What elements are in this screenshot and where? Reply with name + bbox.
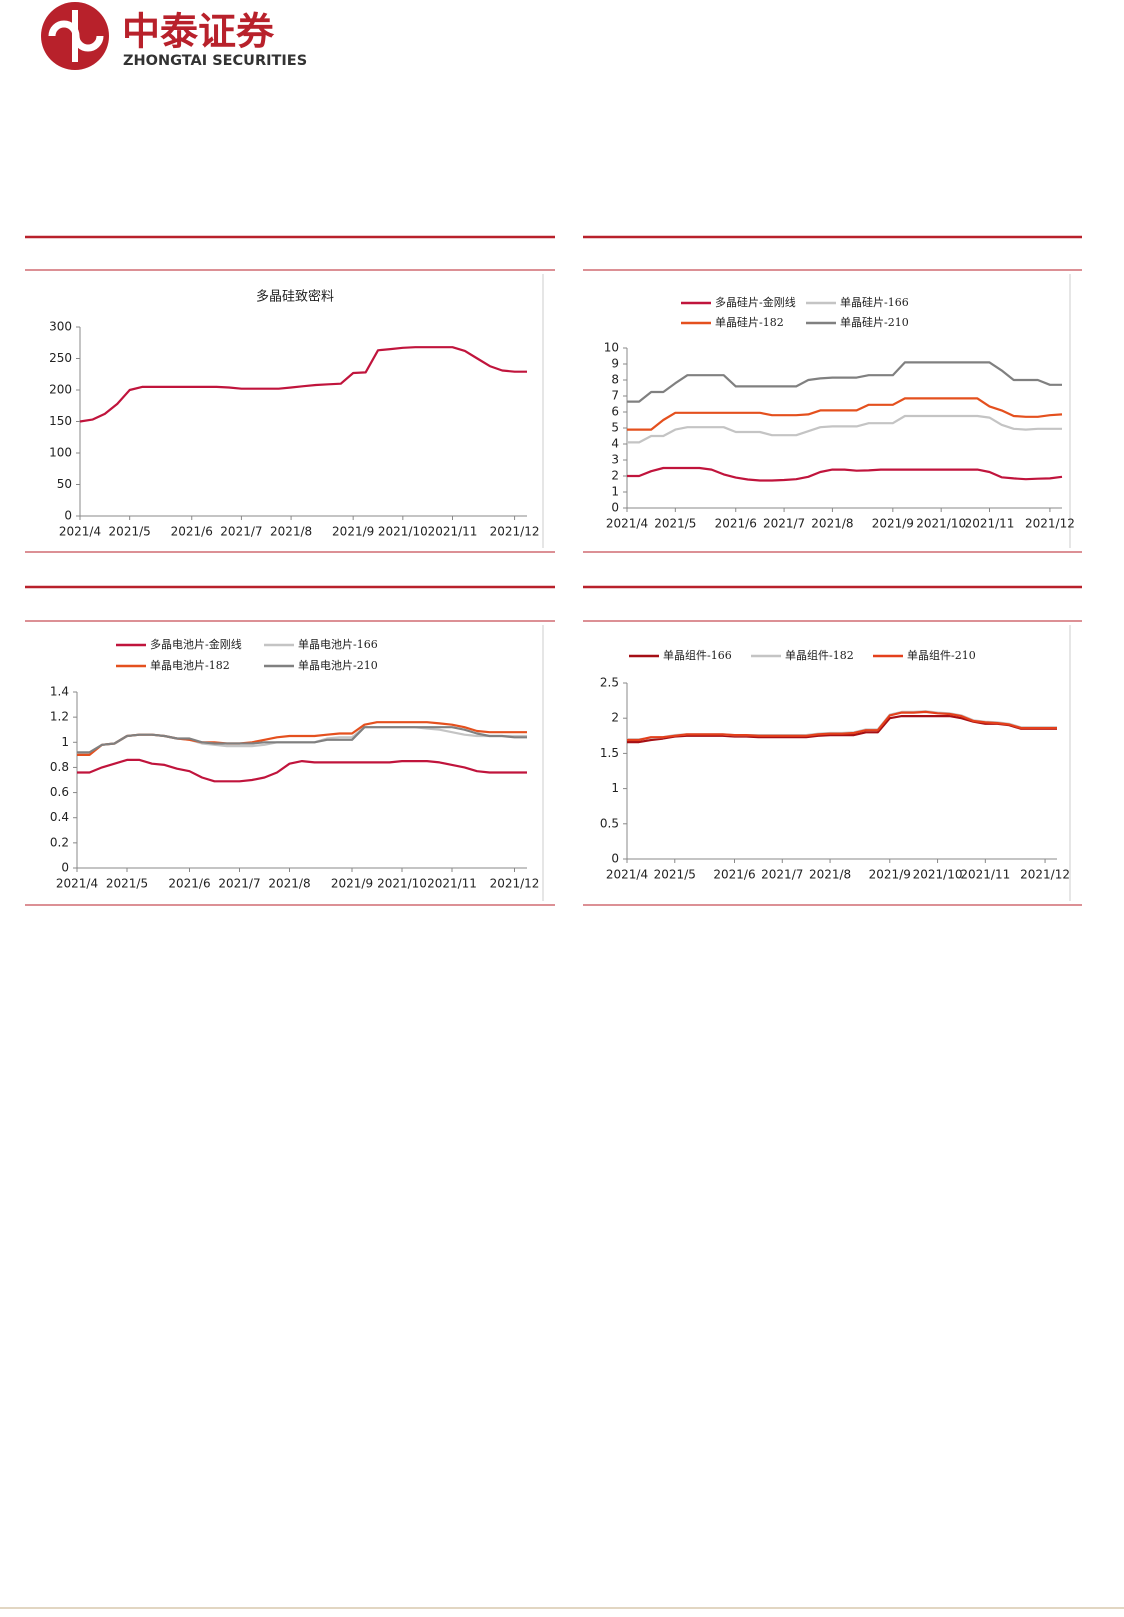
legend-label: 单晶硅片-166: [840, 296, 909, 309]
x-tick-label: 2021/12: [1020, 868, 1070, 882]
x-tick-label: 2021/5: [654, 868, 696, 882]
x-tick-label: 2021/9: [332, 525, 374, 539]
series-line: [627, 414, 1062, 444]
x-tick-label: 2021/8: [268, 877, 310, 891]
x-tick-label: 2021/4: [606, 517, 648, 531]
y-tick-label: 0.4: [50, 810, 69, 824]
y-tick-label: 200: [49, 383, 72, 397]
x-tick-label: 2021/5: [109, 525, 151, 539]
x-tick-label: 2021/7: [763, 517, 805, 531]
x-tick-label: 2021/5: [654, 517, 696, 531]
y-tick-label: 6: [611, 405, 619, 419]
y-tick-label: 1.5: [600, 746, 619, 760]
y-tick-label: 7: [611, 389, 619, 403]
x-tick-label: 2021/11: [428, 525, 478, 539]
y-tick-label: 3: [611, 453, 619, 467]
y-tick-label: 300: [49, 320, 72, 334]
x-tick-label: 2021/7: [220, 525, 262, 539]
x-tick-label: 2021/10: [377, 877, 427, 891]
y-tick-label: 2: [611, 711, 619, 725]
y-tick-label: 0.6: [50, 785, 69, 799]
x-tick-label: 2021/6: [713, 868, 755, 882]
x-tick-label: 2021/12: [490, 877, 540, 891]
logo: [41, 2, 109, 70]
y-tick-label: 100: [49, 446, 72, 460]
x-tick-label: 2021/11: [427, 877, 477, 891]
brand-en: ZHONGTAI SECURITIES: [123, 53, 307, 69]
y-tick-label: 10: [604, 341, 619, 355]
chart-title: 多晶硅致密料: [256, 289, 334, 305]
x-tick-label: 2021/8: [809, 868, 851, 882]
x-tick-label: 2021/7: [218, 877, 260, 891]
series-line: [77, 721, 527, 756]
x-tick-label: 2021/12: [1025, 517, 1075, 531]
y-tick-label: 4: [611, 437, 619, 451]
legend-label: 单晶硅片-182: [715, 316, 784, 329]
y-tick-label: 50: [57, 477, 72, 491]
y-tick-label: 0: [611, 501, 619, 515]
x-tick-label: 2021/7: [761, 868, 803, 882]
y-tick-label: 2.5: [600, 676, 619, 690]
y-tick-label: 0: [61, 861, 69, 875]
series-line: [77, 758, 527, 783]
series-line: [627, 397, 1063, 431]
x-tick-label: 2021/8: [270, 525, 312, 539]
x-tick-label: 2021/12: [490, 525, 540, 539]
legend-label: 单晶电池片-166: [298, 638, 378, 651]
series-line: [627, 710, 1057, 742]
x-tick-label: 2021/6: [171, 525, 213, 539]
y-tick-label: 0.2: [50, 835, 69, 849]
x-tick-label: 2021/11: [965, 517, 1015, 531]
y-tick-label: 1: [61, 735, 69, 749]
legend-label: 单晶电池片-210: [298, 659, 378, 672]
x-tick-label: 2021/4: [606, 868, 648, 882]
legend-label: 单晶组件-166: [663, 648, 732, 662]
y-tick-label: 1.4: [50, 685, 69, 699]
x-tick-label: 2021/10: [916, 517, 966, 531]
legend-label: 单晶组件-210: [907, 648, 976, 662]
x-tick-label: 2021/11: [960, 868, 1010, 882]
series-line: [627, 466, 1063, 482]
x-tick-label: 2021/5: [106, 877, 148, 891]
x-tick-label: 2021/10: [913, 868, 963, 882]
y-tick-label: 1.2: [50, 710, 69, 724]
legend-label: 多晶硅片-金刚线: [715, 295, 796, 309]
y-tick-label: 2: [611, 469, 619, 483]
legend-label: 单晶电池片-182: [150, 659, 230, 672]
y-tick-label: 150: [49, 414, 72, 428]
series-line: [627, 715, 1057, 744]
y-tick-label: 250: [49, 351, 72, 365]
x-tick-label: 2021/6: [168, 877, 210, 891]
y-tick-label: 1: [611, 781, 619, 795]
series-line: [627, 361, 1062, 403]
y-tick-label: 0: [611, 852, 619, 866]
y-tick-label: 1: [611, 485, 619, 499]
series-line: [77, 726, 527, 754]
x-tick-label: 2021/9: [869, 868, 911, 882]
brand: 中泰证券: [122, 10, 275, 54]
legend-label: 单晶组件-182: [785, 648, 854, 662]
x-tick-label: 2021/10: [378, 525, 428, 539]
y-tick-label: 0: [64, 509, 72, 523]
legend-label: 多晶电池片-金刚线: [150, 637, 242, 651]
y-tick-label: 8: [611, 373, 619, 387]
x-tick-label: 2021/4: [59, 525, 101, 539]
y-tick-label: 0.5: [600, 816, 619, 830]
x-tick-label: 2021/8: [811, 517, 853, 531]
x-tick-label: 2021/6: [715, 517, 757, 531]
y-tick-label: 5: [611, 421, 619, 435]
x-tick-label: 2021/9: [331, 877, 373, 891]
y-tick-label: 9: [611, 357, 619, 371]
series-line: [77, 726, 527, 755]
x-tick-label: 2021/9: [872, 517, 914, 531]
legend-label: 单晶硅片-210: [840, 316, 909, 329]
x-tick-label: 2021/4: [56, 877, 98, 891]
series-line: [79, 346, 527, 423]
y-tick-label: 0.8: [50, 760, 69, 774]
